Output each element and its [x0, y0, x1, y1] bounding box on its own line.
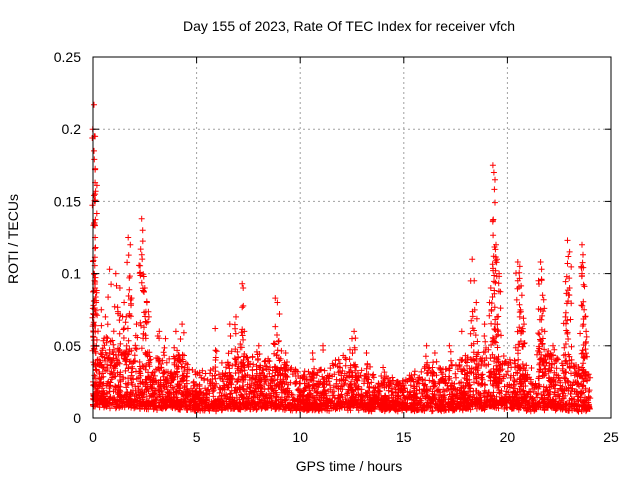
y-tick-label: 0.05 — [54, 338, 81, 354]
x-tick-label: 20 — [500, 429, 516, 445]
y-tick-label: 0.2 — [62, 121, 82, 137]
grid-lines — [93, 57, 611, 418]
x-tick-label: 25 — [603, 429, 619, 445]
x-axis-label: GPS time / hours — [296, 458, 403, 474]
y-tick-label: 0.1 — [62, 266, 82, 282]
x-tick-label: 10 — [292, 429, 308, 445]
y-axis-label: ROTI / TECUs — [5, 194, 21, 284]
plot-frame — [92, 56, 612, 419]
x-tick-label: 5 — [193, 429, 201, 445]
y-tick-label: 0.25 — [54, 49, 81, 65]
x-tick-label: 0 — [89, 429, 97, 445]
data-points — [89, 101, 594, 415]
x-tick-label: 15 — [396, 429, 412, 445]
y-tick-label: 0.15 — [54, 193, 81, 209]
roti-series-markers — [89, 101, 594, 415]
axis-ticks: 0 5 10 15 20 25 0 0.05 0.1 0.15 0.2 0.25 — [54, 49, 619, 445]
chart-title: Day 155 of 2023, Rate Of TEC Index for r… — [183, 18, 515, 34]
y-tick-label: 0 — [73, 410, 81, 426]
